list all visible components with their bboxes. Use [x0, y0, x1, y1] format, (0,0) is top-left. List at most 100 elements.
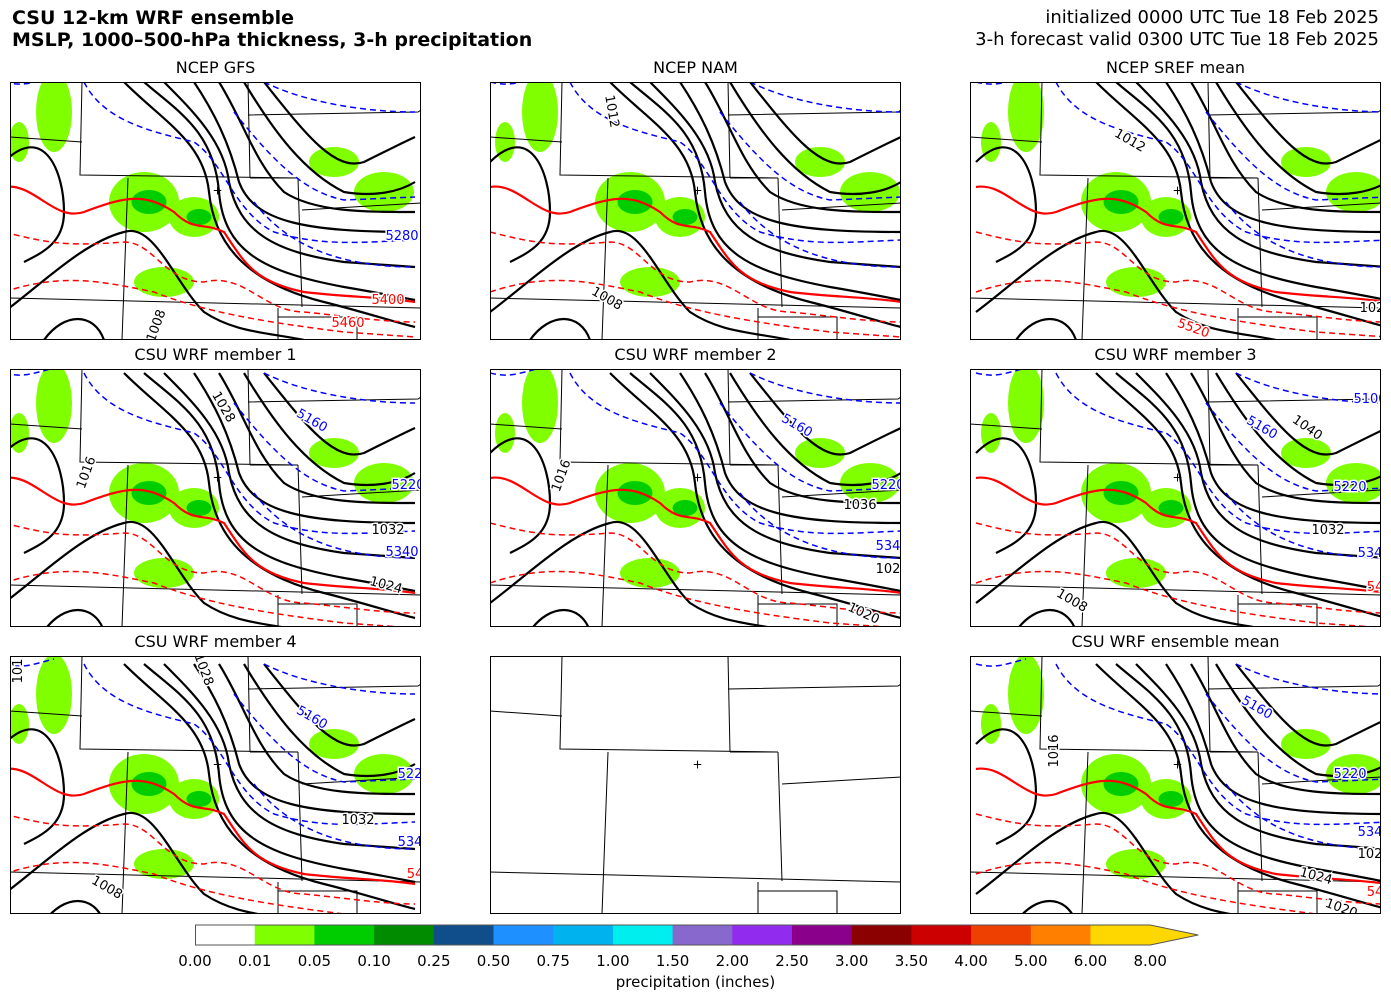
mslp-contour: [1235, 372, 1381, 456]
mslp-contour: [243, 82, 416, 196]
state-border: [1238, 316, 1318, 340]
contour-label: 5220: [391, 478, 421, 493]
contour-label: 5160: [294, 703, 330, 733]
thickness-contour-warm: [10, 232, 416, 323]
precip-area: [495, 413, 515, 453]
thickness-contour-warm: [490, 279, 901, 338]
mslp-contour: [1235, 663, 1381, 747]
precip-area: [10, 704, 29, 744]
figure-title: CSU 12-km WRF ensemble: [12, 7, 294, 29]
state-border: [781, 776, 901, 785]
mslp-contour: [649, 82, 901, 269]
state-border: [301, 202, 421, 211]
colorbar-bin: [612, 925, 674, 945]
colorbar-tick: 2.00: [715, 952, 749, 970]
mslp-contour: [43, 317, 106, 340]
mslp-contour: [1215, 372, 1381, 487]
panel-frame: [970, 82, 1381, 340]
mslp-contour: [123, 663, 416, 911]
thickness-contour-cold: [1235, 82, 1381, 113]
precip-area: [617, 190, 653, 214]
contour-label: 5280: [385, 229, 418, 244]
colorbar-bin: [792, 925, 853, 945]
precip-area: [186, 500, 212, 516]
panel-frame: [970, 369, 1381, 627]
colorbar-bin: [911, 925, 972, 945]
state-border: [297, 464, 303, 595]
colorbar-tick: 0.75: [536, 952, 570, 970]
precip-area: [1008, 82, 1044, 152]
contour-label: 1008: [89, 873, 125, 903]
contour-label: 1016: [74, 455, 99, 491]
state-border: [1039, 369, 1259, 466]
mslp-contour: [163, 82, 416, 269]
colorbar-tick: 0.05: [297, 952, 332, 970]
thickness-contour-cold: [719, 111, 901, 201]
state-border: [970, 423, 1043, 430]
thickness-contour-warm: [975, 570, 1381, 627]
colorbar-bin: [493, 925, 554, 945]
mslp-contour: [679, 372, 901, 525]
precip-area: [1008, 656, 1044, 734]
thickness-5400-line: [975, 767, 1381, 885]
mslp-contour: [10, 520, 289, 627]
thickness-contour-cold: [719, 402, 901, 492]
panel-frame: [490, 369, 901, 627]
colorbar-tick: 1.00: [596, 952, 630, 970]
contour-label: 534: [1358, 825, 1381, 840]
precip-area: [36, 82, 72, 152]
colorbar-bin: [971, 925, 1032, 945]
thickness-contour-cold: [263, 663, 416, 695]
state-border: [1238, 890, 1318, 914]
precip-area: [1103, 481, 1139, 505]
mslp-contour: [10, 811, 264, 914]
thickness-5400-line: [975, 185, 1381, 303]
mslp-contour: [163, 663, 416, 851]
colorbar-bin: [374, 925, 435, 945]
thickness-5400-line: [10, 476, 416, 595]
mslp-contour: [975, 520, 1261, 627]
colorbar-bin: [732, 925, 793, 945]
thickness-contour-cold: [1225, 492, 1381, 559]
contour-label: 1008: [589, 284, 625, 314]
precip-area: [1106, 849, 1166, 879]
precip-area: [131, 481, 167, 505]
state-border: [278, 890, 358, 914]
contour-label: 1032: [371, 523, 404, 538]
contour-label: 522: [398, 767, 421, 782]
init-time: initialized 0000 UTC Tue 18 Feb 2025: [1045, 7, 1379, 28]
mslp-contour: [1015, 317, 1078, 340]
precip-area: [309, 729, 359, 759]
state-border: [758, 890, 838, 914]
precip-area: [795, 147, 845, 177]
contour-label: 1024: [1298, 865, 1334, 888]
state-border: [1238, 603, 1318, 627]
thickness-contour-cold: [739, 492, 901, 559]
contour-label: 5160: [294, 406, 330, 436]
precip-area: [620, 558, 680, 588]
state-border: [601, 177, 609, 340]
colorbar-outline: [195, 924, 1199, 946]
panel-title: NCEP NAM: [653, 58, 738, 77]
state-border: [1257, 177, 1263, 308]
precip-area: [134, 849, 194, 879]
colorbar-tick: 2.50: [775, 952, 809, 970]
colorbar-tick: 1.50: [655, 952, 690, 970]
state-border: [121, 751, 129, 914]
contour-label: 54: [1367, 885, 1381, 900]
colorbar-tick: 0.25: [417, 952, 451, 970]
mslp-contour: [975, 146, 1038, 263]
state-border: [727, 656, 731, 753]
contour-label: 5520: [1175, 316, 1211, 340]
state-border: [121, 464, 129, 627]
mslp-contour: [704, 372, 901, 505]
precip-area: [495, 122, 515, 162]
thickness-contour-warm: [975, 861, 1327, 914]
state-border: [1039, 656, 1259, 753]
mslp-contour: [1165, 663, 1381, 816]
mslp-contour: [123, 372, 416, 620]
state-border: [1081, 751, 1089, 914]
mslp-contour: [45, 608, 104, 627]
map-panel: +51005160104052201032534100854: [970, 369, 1381, 627]
